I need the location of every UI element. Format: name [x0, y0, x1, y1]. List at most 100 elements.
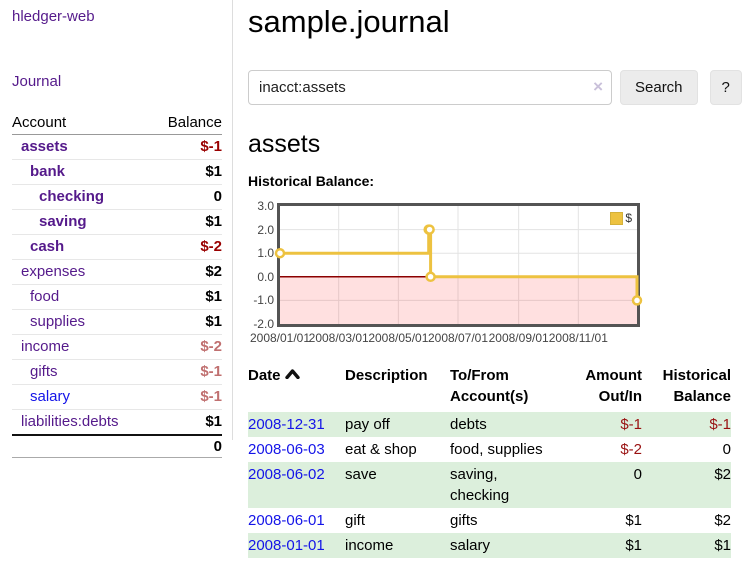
- account-balance: $-2: [151, 234, 222, 260]
- transaction-description: income: [345, 537, 394, 554]
- brand-link[interactable]: hledger-web: [12, 8, 95, 25]
- account-link[interactable]: income: [21, 338, 70, 355]
- transaction-balance: $2: [714, 512, 731, 529]
- account-row: supplies $1: [12, 309, 222, 335]
- transaction-amount: $-2: [620, 441, 642, 458]
- account-balance: 0: [151, 184, 222, 210]
- account-link[interactable]: cash: [30, 238, 65, 255]
- account-row: bank $1: [12, 159, 222, 185]
- account-link[interactable]: checking: [39, 188, 105, 205]
- register-header-description: Description: [345, 367, 428, 384]
- transaction-date-link[interactable]: 2008-01-01: [248, 537, 325, 554]
- account-row: salary $-1: [12, 384, 222, 410]
- transaction-accounts: food, supplies: [450, 441, 543, 458]
- x-axis-tick-label: 2008/05/01: [368, 331, 429, 345]
- accounts-header-account: Account: [12, 111, 152, 135]
- transaction-amount: $1: [625, 537, 642, 554]
- account-link[interactable]: expenses: [21, 263, 86, 280]
- account-row: saving $1: [12, 209, 222, 235]
- y-axis-tick-label: -1.0: [253, 293, 274, 308]
- account-balance: $-1: [151, 134, 222, 160]
- x-axis-tick-label: 2008/03/01: [308, 331, 369, 345]
- register-header-amount: Amount Out/In: [585, 367, 642, 405]
- search-button[interactable]: Search: [620, 70, 698, 105]
- transaction-date-link[interactable]: 2008-06-02: [248, 466, 325, 483]
- account-row: liabilities:debts $1: [12, 409, 222, 436]
- transaction-date-link[interactable]: 2008-06-01: [248, 512, 325, 529]
- clear-search-icon[interactable]: ×: [593, 77, 603, 96]
- balance-chart: $ 3.0 2.0 1.0 0.0 -1.0 -2.0 2008/01/01 2008/03/…: [248, 199, 643, 345]
- search-input[interactable]: [248, 70, 612, 105]
- sidebar: hledger-web Journal Account Balance asse…: [0, 0, 233, 458]
- transaction-balance: 0: [722, 441, 731, 458]
- x-axis-tick-label: 2008/07/01: [427, 331, 489, 345]
- transaction-balance: $-1: [709, 416, 731, 433]
- account-row: expenses $2: [12, 259, 222, 285]
- transaction-date-link[interactable]: 2008-06-03: [248, 441, 325, 458]
- transaction-accounts: gifts: [450, 512, 478, 529]
- register-row: 2008-06-03 eat & shop food, supplies $-2…: [248, 437, 731, 462]
- main-content: sample.journal × Search ? assets Histori…: [248, 0, 742, 558]
- register-table: Date Description To/From Account(s) Amou…: [248, 365, 731, 558]
- account-link[interactable]: liabilities:debts: [21, 413, 119, 430]
- legend-swatch: [610, 211, 624, 225]
- account-link[interactable]: gifts: [30, 363, 58, 380]
- transaction-amount: 0: [633, 466, 642, 483]
- account-balance: $1: [151, 159, 222, 185]
- account-row: gifts $-1: [12, 359, 222, 385]
- account-balance: $1: [151, 409, 222, 436]
- chart-canvas: [274, 206, 643, 324]
- account-link[interactable]: bank: [30, 163, 66, 180]
- transaction-amount: $1: [625, 512, 642, 529]
- chart-legend: $: [610, 211, 632, 225]
- accounts-header-row: Account Balance: [12, 111, 222, 135]
- account-balance: $1: [151, 284, 222, 310]
- account-balance: $-1: [151, 384, 222, 410]
- y-axis-tick-label: -2.0: [253, 317, 274, 331]
- transaction-date-link[interactable]: 2008-12-31: [248, 416, 325, 433]
- transaction-description: save: [345, 466, 377, 483]
- transaction-accounts: saving, checking: [450, 466, 510, 504]
- accounts-total-balance: 0: [151, 434, 222, 458]
- y-axis-tick-label: 1.0: [257, 246, 274, 261]
- transaction-balance: $2: [714, 466, 731, 483]
- account-link[interactable]: assets: [21, 138, 68, 155]
- brand: hledger-web: [0, 0, 232, 25]
- account-link[interactable]: supplies: [30, 313, 86, 330]
- register-row: 2008-06-01 gift gifts $1 $2: [248, 508, 731, 533]
- y-axis-tick-label: 3.0: [257, 199, 274, 213]
- account-balance: $2: [151, 259, 222, 285]
- account-heading: assets: [248, 130, 321, 158]
- sidebar-item-journal[interactable]: Journal: [12, 73, 62, 90]
- page-title: sample.journal: [248, 4, 450, 39]
- transaction-description: gift: [345, 512, 366, 529]
- account-row: assets $-1: [12, 134, 222, 160]
- account-row: checking 0: [12, 184, 222, 210]
- account-link[interactable]: saving: [39, 213, 87, 230]
- x-axis-tick-label: 2008/11/01: [548, 331, 608, 345]
- account-link[interactable]: food: [30, 288, 60, 305]
- register-row: 2008-12-31 pay off debts $-1 $-1: [248, 412, 731, 437]
- account-balance: $1: [151, 209, 222, 235]
- y-axis-tick-label: 0.0: [257, 269, 274, 284]
- register-header-row: Date Description To/From Account(s) Amou…: [248, 365, 731, 412]
- search-form: × Search ?: [248, 70, 742, 105]
- account-link[interactable]: salary: [30, 388, 71, 405]
- account-balance: $-1: [151, 359, 222, 385]
- register-header-accounts: To/From Account(s): [450, 367, 529, 405]
- accounts-header-balance: Balance: [151, 111, 222, 135]
- account-balance: $1: [151, 309, 222, 335]
- transaction-accounts: debts: [450, 416, 487, 433]
- chart-plot-area: $: [274, 203, 643, 327]
- transaction-description: pay off: [345, 416, 390, 433]
- transaction-amount: $-1: [620, 416, 642, 433]
- account-row: food $1: [12, 284, 222, 310]
- x-axis-tick-label: 2008/01/01: [249, 331, 311, 345]
- chart-title: Historical Balance:: [248, 173, 375, 189]
- register-header-date[interactable]: Date: [248, 365, 345, 412]
- sort-ascending-icon: [284, 369, 300, 380]
- register-row: 2008-06-02 save saving, checking 0 $2: [248, 462, 731, 508]
- transaction-balance: $1: [714, 537, 731, 554]
- help-button[interactable]: ?: [709, 70, 742, 105]
